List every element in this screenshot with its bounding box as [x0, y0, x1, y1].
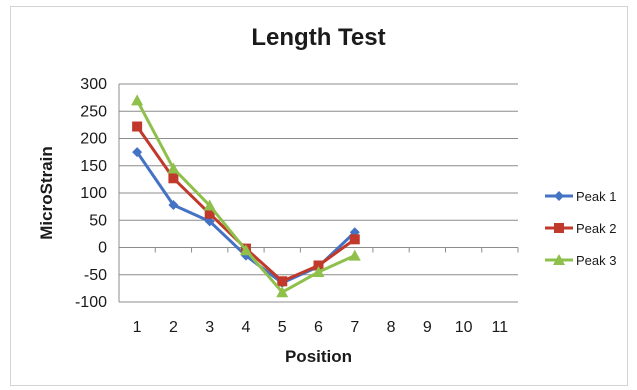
- legend-marker: [553, 254, 565, 265]
- x-tick-label: 11: [492, 319, 509, 336]
- data-point: [276, 286, 289, 298]
- y-tick-label: 100: [80, 185, 107, 202]
- chart-frame: [10, 6, 628, 386]
- y-tick-label: -100: [75, 294, 107, 311]
- legend-item: Peak 3: [545, 253, 616, 268]
- data-point: [277, 276, 288, 287]
- data-point: [132, 121, 143, 132]
- data-point: [239, 244, 252, 256]
- y-tick-label: 50: [89, 212, 107, 229]
- data-point: [167, 162, 180, 174]
- x-tick-label: 10: [455, 319, 473, 336]
- x-tick-label: 9: [423, 319, 432, 336]
- series-lines: [131, 94, 361, 298]
- x-tick-label: 1: [133, 319, 142, 336]
- data-point: [348, 249, 361, 261]
- legend-item: Peak 1: [545, 189, 616, 204]
- data-point: [203, 199, 216, 211]
- data-point: [168, 199, 179, 210]
- y-tick-label: 0: [98, 240, 107, 257]
- data-point: [313, 260, 324, 271]
- y-tick-label: -50: [84, 267, 107, 284]
- data-point: [204, 216, 215, 227]
- legend-label: Peak 2: [576, 221, 616, 236]
- x-tick-label: 7: [350, 319, 359, 336]
- x-tick-label: 4: [242, 319, 251, 336]
- data-point: [131, 94, 144, 106]
- x-tick-label: 2: [169, 319, 178, 336]
- data-point: [204, 208, 215, 219]
- y-tick-label: 200: [80, 131, 107, 148]
- legend: Peak 1 Peak 2 Peak 3: [545, 189, 616, 268]
- y-tick-label: 300: [80, 76, 107, 93]
- legend-item: Peak 2: [545, 221, 616, 236]
- data-point: [168, 173, 179, 184]
- y-axis-title: MicroStrain: [37, 146, 56, 240]
- x-tick-label: 8: [387, 319, 396, 336]
- x-tick-label: 6: [314, 319, 323, 336]
- legend-label: Peak 1: [576, 189, 616, 204]
- series-peak-3: [131, 94, 361, 298]
- data-point: [132, 147, 143, 158]
- legend-label: Peak 3: [576, 253, 616, 268]
- series-peak-2: [132, 121, 360, 287]
- data-point: [349, 234, 360, 245]
- x-tick-label: 3: [205, 319, 214, 336]
- legend-marker: [554, 223, 564, 233]
- gridlines: [119, 83, 518, 303]
- x-tick-label: 5: [278, 319, 287, 336]
- chart-title: Length Test: [251, 24, 386, 51]
- legend-marker: [554, 191, 564, 201]
- data-point: [312, 266, 325, 278]
- y-tick-labels: -100 -50 0 50 100 150 200 250 300: [75, 76, 107, 311]
- axes: [118, 84, 519, 302]
- x-tick-labels: 1 2 3 4 5 6 7 8 9 10 11: [133, 319, 509, 336]
- x-axis-title: Position: [285, 347, 352, 366]
- y-tick-label: 250: [80, 103, 107, 120]
- y-tick-label: 150: [80, 158, 107, 175]
